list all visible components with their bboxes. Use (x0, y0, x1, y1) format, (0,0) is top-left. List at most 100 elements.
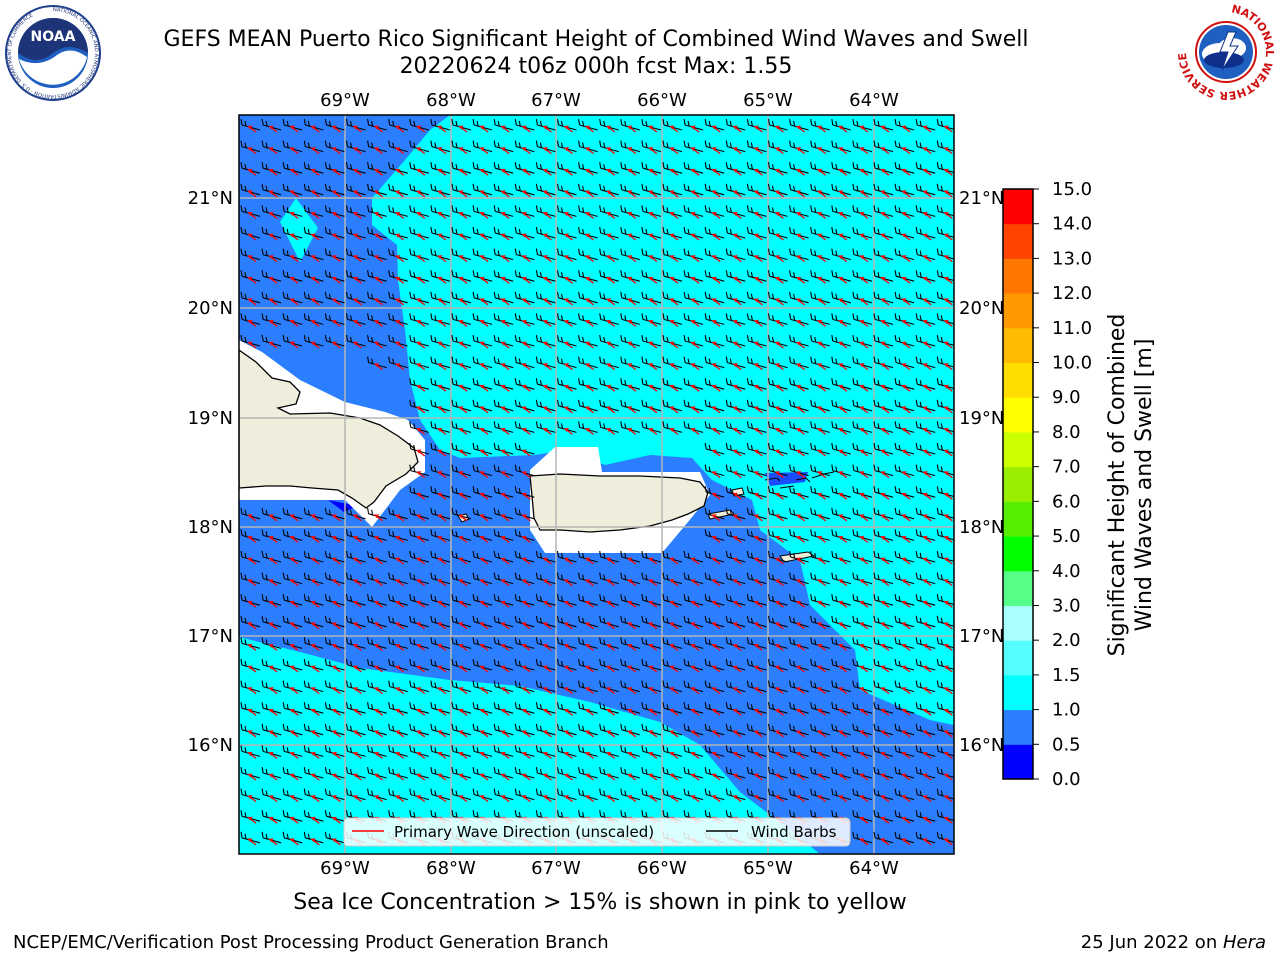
wave-direction-arrow (395, 147, 405, 155)
wave-direction-arrow (943, 838, 953, 846)
wave-direction-arrow (880, 838, 890, 846)
wave-direction-arrow (817, 363, 827, 371)
wave-direction-arrow (775, 190, 784, 198)
wave-direction-arrow (901, 535, 911, 543)
wave-direction-arrow (353, 168, 362, 176)
wave-direction-arrow (500, 773, 510, 781)
wave-direction-arrow (310, 795, 320, 803)
wave-direction-arrow (268, 298, 278, 306)
wave-direction-arrow (943, 730, 953, 738)
wave-direction-arrow (458, 298, 468, 306)
wave-direction-arrow (648, 276, 658, 284)
wave-direction-arrow (817, 190, 827, 198)
wave-direction-arrow (754, 622, 763, 630)
wave-direction-arrow (943, 276, 953, 284)
wave-direction-arrow (627, 341, 637, 349)
wave-direction-arrow (711, 600, 721, 608)
footer-host: Hera (1222, 932, 1266, 953)
wave-direction-arrow (247, 816, 257, 824)
wave-direction-arrow (437, 535, 447, 543)
wave-direction-arrow (796, 514, 805, 522)
wave-direction-arrow (310, 535, 320, 543)
wave-direction-arrow (458, 730, 468, 738)
lon-label-bottom: 68°W (426, 858, 476, 879)
wave-direction-arrow (901, 816, 911, 824)
wave-direction-arrow (500, 427, 510, 435)
wave-direction-arrow (416, 363, 426, 371)
wave-direction-arrow (943, 816, 953, 824)
wave-direction-arrow (711, 795, 721, 803)
wave-direction-arrow (880, 319, 890, 327)
wave-direction-arrow (880, 233, 890, 241)
wave-direction-arrow (627, 665, 637, 673)
wave-direction-arrow (754, 298, 763, 306)
wave-direction-arrow (690, 751, 700, 759)
wave-direction-arrow (479, 233, 489, 241)
wave-direction-arrow (458, 708, 468, 716)
wave-direction-arrow (289, 319, 299, 327)
wave-direction-arrow (416, 427, 426, 435)
wave-direction-arrow (310, 816, 320, 824)
colorbar-block (1003, 605, 1033, 641)
wave-direction-arrow (500, 514, 510, 522)
wave-direction-arrow (690, 708, 700, 716)
wave-direction-arrow (289, 190, 299, 198)
wave-direction-arrow (732, 535, 742, 543)
wave-direction-arrow (479, 773, 489, 781)
wave-direction-arrow (732, 492, 742, 500)
lat-label-left: 16°N (188, 735, 233, 756)
wave-direction-arrow (564, 363, 573, 371)
colorbar-block (1003, 431, 1033, 468)
wave-direction-arrow (353, 125, 362, 133)
wave-direction-arrow (943, 190, 953, 198)
wave-direction-arrow (922, 276, 932, 284)
cyan-region-north (372, 115, 954, 725)
wave-direction-arrow (796, 730, 805, 738)
wave-direction-arrow (585, 363, 594, 371)
wave-direction-arrow (268, 168, 278, 176)
wave-direction-arrow (838, 255, 848, 263)
wave-direction-arrow (796, 535, 805, 543)
wave-direction-arrow (395, 125, 405, 133)
wave-direction-arrow (289, 643, 299, 651)
wave-direction-arrow (479, 298, 489, 306)
wave-direction-arrow (289, 211, 299, 219)
wave-direction-arrow (437, 622, 447, 630)
wave-direction-arrow (648, 579, 658, 587)
wave-direction-arrow (479, 730, 489, 738)
wave-direction-arrow (796, 751, 805, 759)
wave-direction-arrow (458, 125, 468, 133)
wave-direction-arrow (479, 795, 489, 803)
wave-direction-arrow (732, 622, 742, 630)
colorbar-tick-label: 14.0 (1052, 214, 1092, 235)
wave-direction-arrow (247, 579, 257, 587)
wave-direction-arrow (247, 255, 257, 263)
wave-direction-arrow (606, 168, 616, 176)
wave-direction-arrow (458, 147, 468, 155)
wave-direction-arrow (796, 190, 805, 198)
wave-direction-arrow (880, 190, 890, 198)
wave-direction-arrow (754, 406, 763, 414)
wave-direction-arrow (416, 730, 426, 738)
wave-direction-arrow (711, 255, 721, 263)
wave-direction-arrow (437, 168, 447, 176)
colorbar-tick-label: 1.0 (1052, 700, 1081, 721)
wave-direction-arrow (922, 816, 932, 824)
wave-direction-arrow (374, 341, 383, 349)
wave-direction-arrow (437, 384, 447, 392)
wave-direction-arrow (521, 773, 531, 781)
wave-direction-arrow (500, 276, 510, 284)
wave-direction-arrow (627, 406, 637, 414)
wave-direction-arrow (268, 795, 278, 803)
wave-direction-arrow (416, 147, 426, 155)
wave-direction-arrow (543, 363, 552, 371)
wave-direction-arrow (543, 406, 552, 414)
wave-direction-arrow (943, 535, 953, 543)
colorbar-block (1003, 709, 1033, 745)
wave-direction-arrow (732, 276, 742, 284)
wave-direction-arrow (732, 147, 742, 155)
wave-direction-arrow (374, 319, 383, 327)
wave-direction-arrow (437, 514, 447, 522)
wave-direction-arrow (775, 492, 784, 500)
wave-direction-arrow (711, 341, 721, 349)
